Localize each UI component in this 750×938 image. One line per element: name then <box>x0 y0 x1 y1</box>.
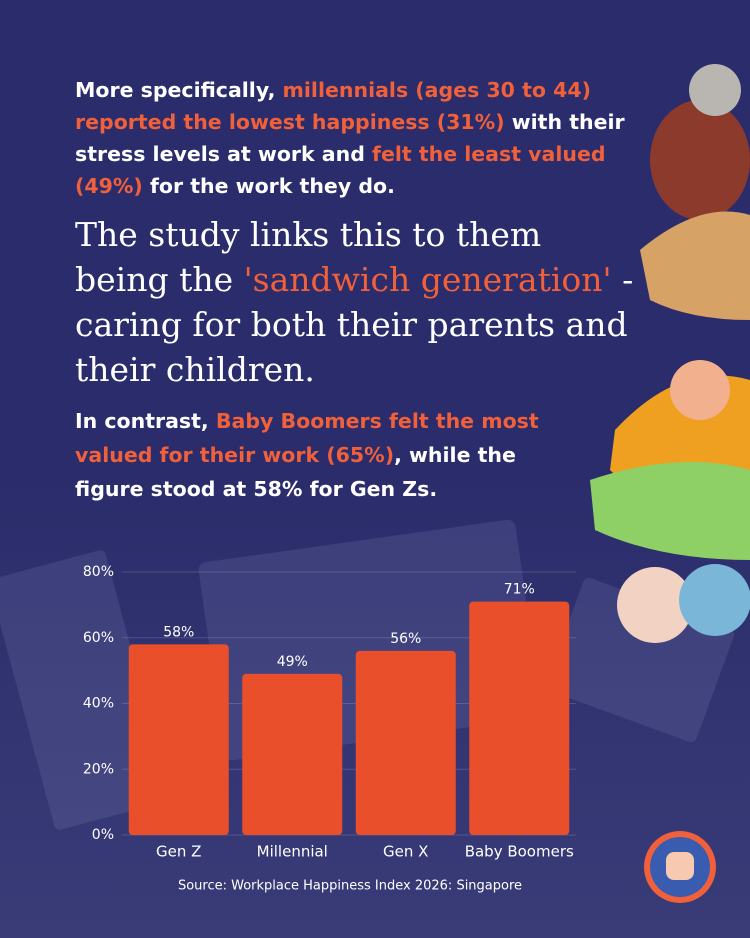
text-segment: In contrast, <box>75 409 216 433</box>
x-tick-label: Gen X <box>383 843 428 861</box>
text-segment: with their stress levels at work and <box>75 110 625 166</box>
headline-text: The study links this to them being the '… <box>75 212 635 392</box>
text-segment: More specifically, <box>75 78 283 102</box>
text-segment: , while the figure stood at 58% for Gen … <box>75 443 516 501</box>
text-segment: for the work they do. <box>142 174 395 198</box>
text-segment: 'sandwich generation' <box>243 260 612 299</box>
y-tick-label: 40% <box>83 696 114 712</box>
bar <box>128 644 229 835</box>
source-note: Source: Workplace Happiness Index 2026: … <box>178 879 522 894</box>
y-tick-label: 20% <box>83 761 114 777</box>
contrast-text: In contrast, Baby Boomers felt the most … <box>75 404 575 506</box>
value-label: 71% <box>504 582 535 598</box>
value-label: 56% <box>390 631 421 647</box>
intro-text: More specifically, millennials (ages 30 … <box>75 74 625 202</box>
x-tick-label: Millennial <box>257 843 328 861</box>
bar <box>355 650 456 835</box>
y-tick-label: 60% <box>83 630 114 646</box>
y-tick-label: 0% <box>92 827 114 843</box>
bar <box>242 673 343 835</box>
text-segment: millennials (ages 30 to 44) reported the… <box>75 78 591 134</box>
text-segment: Baby Boomers felt the most valued for th… <box>75 409 539 467</box>
text-segment: - caring for both their parents and thei… <box>75 260 634 389</box>
x-tick-label: Baby Boomers <box>465 843 574 861</box>
value-label: 58% <box>163 624 194 640</box>
text-segment: The study links this to them being the <box>75 215 542 299</box>
illustration <box>590 64 750 643</box>
value-label: 49% <box>277 654 308 670</box>
y-tick-label: 80% <box>83 564 114 580</box>
text-segment: felt the least valued (49%) <box>75 142 606 198</box>
bar <box>469 601 570 835</box>
x-tick-label: Gen Z <box>156 843 201 861</box>
logo <box>644 831 716 903</box>
